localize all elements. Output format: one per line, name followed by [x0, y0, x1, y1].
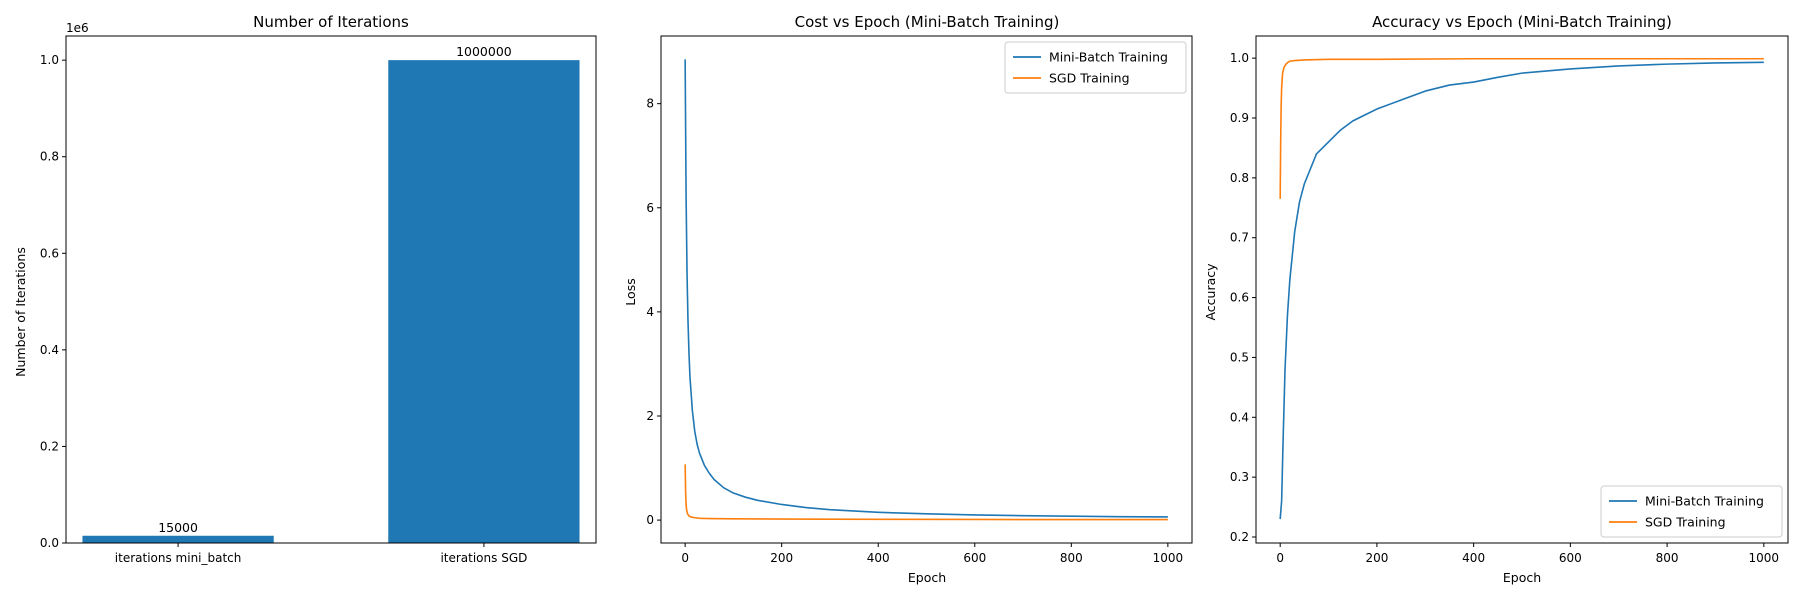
x-axis-label: Epoch	[908, 570, 946, 585]
axes-frame	[660, 35, 1193, 544]
y-tick-label: 0.3	[1230, 470, 1249, 484]
y-tick-label: 0.2	[40, 439, 59, 453]
bar-value-label: 15000	[158, 520, 198, 535]
x-tick-label: 0	[681, 551, 689, 565]
y-tick-label: 0.8	[1230, 171, 1249, 185]
y-tick-label: 0.7	[1230, 231, 1249, 245]
legend: Mini-Batch Training SGD Training	[1004, 41, 1187, 94]
y-tick-label: 0.9	[1230, 111, 1249, 125]
y-tick-label: 0.8	[40, 150, 59, 164]
legend-label: Mini-Batch Training	[1645, 494, 1764, 509]
legend-label: SGD Training	[1049, 71, 1130, 86]
x-tick-label: iterations SGD	[440, 551, 527, 565]
axes-frame	[65, 35, 597, 544]
x-tick-label: 200	[1365, 551, 1388, 565]
y-tick-label: 4	[646, 305, 654, 319]
y-tick-label: 6	[646, 201, 654, 215]
bar	[82, 535, 274, 543]
y-tick-label: 1.0	[1230, 51, 1249, 65]
accuracy-line-chart: Accuracy vs Epoch (Mini-Batch Training) …	[1203, 13, 1789, 585]
x-tick-label: 1000	[1153, 551, 1184, 565]
chart-title: Accuracy vs Epoch (Mini-Batch Training)	[1372, 13, 1672, 31]
y-axis-label: Number of Iterations	[13, 247, 28, 377]
y-tick-label: 0.0	[40, 536, 59, 550]
y-tick-label: 0.6	[1230, 291, 1249, 305]
x-tick-label: 1000	[1749, 551, 1780, 565]
y-axis-label: Loss	[623, 278, 638, 305]
x-axis-label: Epoch	[1503, 570, 1541, 585]
x-tick-label: 400	[1462, 551, 1485, 565]
series-line	[684, 464, 1168, 521]
y-tick-label: 0.6	[40, 246, 59, 260]
axes-frame	[1255, 35, 1789, 544]
y-tick-label: 8	[646, 97, 654, 111]
x-tick-label: 0	[1276, 551, 1284, 565]
bar-value-label: 1000000	[456, 44, 512, 59]
y-tick-label: 0.2	[1230, 530, 1249, 544]
x-tick-label: iterations mini_batch	[115, 551, 242, 565]
x-tick-label: 800	[1656, 551, 1679, 565]
legend: Mini-Batch Training SGD Training	[1600, 485, 1783, 538]
y-tick-label: 0.5	[1230, 350, 1249, 364]
x-tick-label: 600	[1559, 551, 1582, 565]
legend-box	[1004, 41, 1187, 94]
chart-title: Number of Iterations	[253, 13, 409, 31]
legend-box	[1600, 485, 1783, 538]
x-tick-label: 600	[963, 551, 986, 565]
x-tick-label: 200	[770, 551, 793, 565]
series-line	[1279, 61, 1764, 520]
bar	[388, 60, 580, 544]
y-offset-label: 1e6	[66, 21, 89, 35]
y-axis-label: Accuracy	[1203, 263, 1218, 321]
y-tick-label: 1.0	[40, 53, 59, 67]
x-tick-label: 400	[867, 551, 890, 565]
legend-label: SGD Training	[1645, 515, 1726, 530]
series-line	[1279, 57, 1764, 199]
legend-label: Mini-Batch Training	[1049, 50, 1168, 65]
cost-line-chart: Cost vs Epoch (Mini-Batch Training) Epoc…	[623, 13, 1193, 585]
y-tick-label: 0.4	[40, 343, 59, 357]
y-tick-label: 0	[646, 513, 654, 527]
iterations-bar-chart: Number of Iterations Number of Iteration…	[13, 13, 597, 565]
y-tick-label: 2	[646, 409, 654, 423]
chart-title: Cost vs Epoch (Mini-Batch Training)	[795, 13, 1060, 31]
y-tick-label: 0.4	[1230, 410, 1249, 424]
x-tick-label: 800	[1060, 551, 1083, 565]
series-line	[684, 59, 1168, 518]
